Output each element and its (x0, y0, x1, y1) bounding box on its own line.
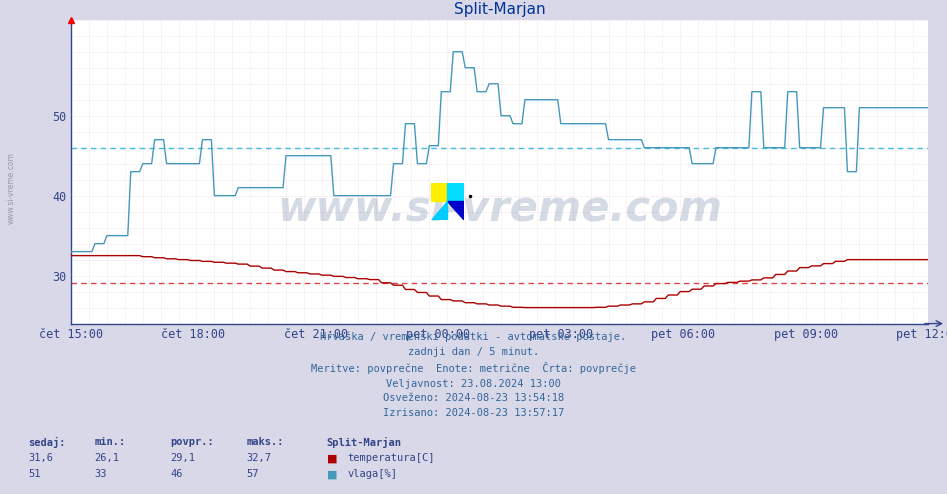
Text: 57: 57 (246, 469, 259, 479)
Text: 46: 46 (170, 469, 183, 479)
Text: min.:: min.: (95, 437, 126, 447)
Text: sedaj:: sedaj: (28, 437, 66, 448)
Title: Split-Marjan: Split-Marjan (454, 2, 545, 17)
Bar (431, 183, 448, 202)
Text: 26,1: 26,1 (95, 453, 119, 463)
Text: 51: 51 (28, 469, 41, 479)
Text: 29,1: 29,1 (170, 453, 195, 463)
Text: maks.:: maks.: (246, 437, 284, 447)
Text: povpr.:: povpr.: (170, 437, 214, 447)
Text: 32,7: 32,7 (246, 453, 271, 463)
Text: ■: ■ (327, 453, 337, 463)
Text: 31,6: 31,6 (28, 453, 53, 463)
Polygon shape (448, 202, 464, 220)
Text: 33: 33 (95, 469, 107, 479)
Text: Hrvaška / vremenski podatki - avtomatske postaje.
zadnji dan / 5 minut.
Meritve:: Hrvaška / vremenski podatki - avtomatske… (311, 332, 636, 417)
Text: www.si-vreme.com: www.si-vreme.com (7, 152, 16, 224)
Text: temperatura[C]: temperatura[C] (348, 453, 435, 463)
Bar (448, 183, 464, 202)
Text: vlaga[%]: vlaga[%] (348, 469, 398, 479)
Text: Split-Marjan: Split-Marjan (327, 437, 402, 448)
Text: ■: ■ (327, 469, 337, 479)
Polygon shape (431, 202, 448, 220)
Text: www.si-vreme.com: www.si-vreme.com (277, 187, 722, 229)
